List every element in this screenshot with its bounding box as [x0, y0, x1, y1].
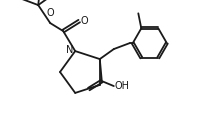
Text: N: N	[66, 45, 73, 55]
Text: OH: OH	[115, 81, 130, 91]
Text: O: O	[46, 8, 54, 18]
Text: O: O	[80, 16, 88, 26]
